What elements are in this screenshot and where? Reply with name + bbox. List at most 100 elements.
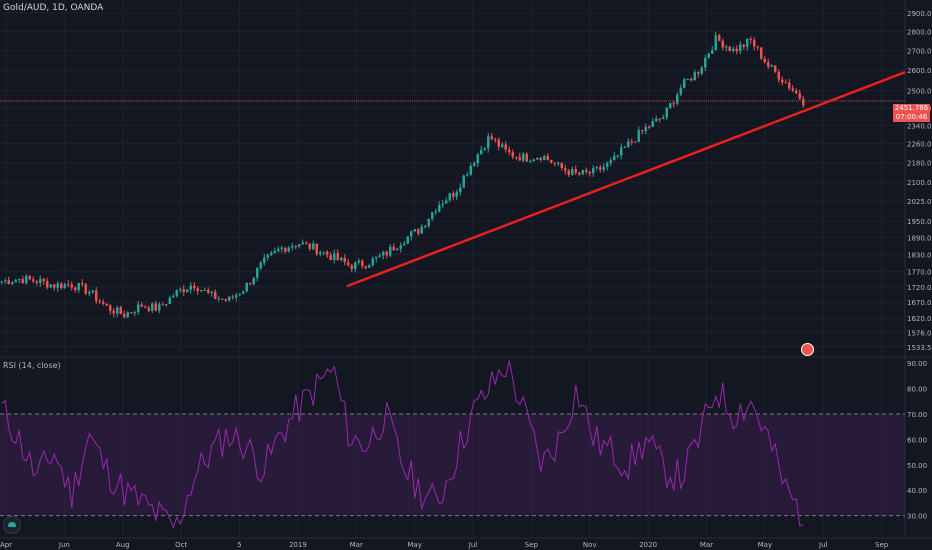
- candle-body: [441, 203, 444, 206]
- candle-body: [214, 291, 217, 299]
- candle-body: [571, 169, 574, 175]
- candle-body: [420, 226, 423, 234]
- candle-body: [546, 156, 549, 160]
- candle-body: [767, 62, 770, 67]
- candle-body: [235, 294, 238, 298]
- candle-body: [707, 53, 710, 58]
- candle-body: [550, 159, 553, 163]
- candle-body: [123, 314, 126, 318]
- candle-body: [263, 257, 266, 263]
- candle-body: [238, 293, 241, 295]
- candle-body: [613, 155, 616, 161]
- candle-body: [406, 236, 409, 244]
- candle-body: [574, 169, 577, 173]
- candle-body: [763, 58, 766, 63]
- price-tick-label: 1670.000: [907, 299, 932, 307]
- candle-body: [4, 280, 7, 282]
- candle-body: [795, 90, 798, 94]
- time-tick-label: Oct: [175, 541, 187, 549]
- candle-body: [403, 243, 406, 246]
- candle-body: [448, 193, 451, 201]
- candle-body: [476, 154, 479, 164]
- candle-body: [466, 174, 469, 176]
- candle-body: [756, 46, 759, 48]
- candle-body: [67, 284, 70, 286]
- earnings-flag-icon[interactable]: [801, 343, 814, 356]
- candle-body: [634, 141, 637, 143]
- rsi-tick-label: 90.00: [907, 360, 927, 368]
- time-tick-label: Jul: [468, 541, 478, 549]
- candle-body: [623, 146, 626, 148]
- candle-body: [504, 144, 507, 150]
- candle-body: [525, 153, 528, 162]
- candle-body: [291, 246, 294, 248]
- candle-body: [0, 281, 3, 283]
- candle-body: [445, 200, 448, 204]
- candle-body: [168, 297, 171, 305]
- candle-body: [585, 170, 588, 172]
- candle-body: [536, 157, 539, 160]
- candle-body: [417, 229, 420, 234]
- price-tick-label: 2100.000: [907, 179, 932, 187]
- candle-body: [294, 246, 297, 248]
- candle-body: [704, 57, 707, 68]
- candle-body: [49, 284, 52, 288]
- candle-body: [655, 118, 658, 122]
- time-tick-label: Apr: [0, 541, 12, 549]
- candle-body: [399, 245, 402, 249]
- candle-body: [249, 282, 252, 284]
- candle-body: [301, 242, 304, 245]
- time-tick-label: 2019: [289, 541, 307, 549]
- candle-body: [126, 312, 129, 318]
- candle-body: [665, 107, 668, 118]
- candle-body: [326, 251, 329, 255]
- candle-body: [630, 141, 633, 143]
- candle-body: [595, 167, 598, 169]
- candle-body: [35, 281, 38, 283]
- candle-body: [735, 48, 738, 52]
- candle-body: [333, 253, 336, 261]
- candle-body: [371, 258, 374, 266]
- candle-body: [732, 48, 735, 51]
- candle-body: [462, 175, 465, 188]
- candle-body: [133, 312, 136, 314]
- candle-body: [532, 159, 535, 162]
- candle-body: [88, 292, 91, 294]
- candle-body: [606, 163, 609, 167]
- candle-body: [725, 46, 728, 48]
- support-trendline: [346, 71, 906, 288]
- candle-body: [95, 290, 98, 301]
- candle-body: [21, 279, 24, 284]
- candle-body: [18, 279, 21, 281]
- candle-body: [46, 281, 49, 288]
- candle-body: [63, 284, 66, 289]
- candle-body: [798, 93, 801, 99]
- candle-body: [256, 268, 259, 278]
- candle-body: [627, 141, 630, 147]
- candle-body: [91, 290, 94, 293]
- candle-body: [182, 289, 185, 293]
- candle-body: [361, 260, 364, 267]
- time-tick-label: Aug: [116, 541, 130, 549]
- rsi-band: [0, 413, 905, 516]
- candle-body: [511, 152, 514, 157]
- candle-body: [343, 257, 346, 263]
- candle-body: [683, 79, 686, 88]
- candle-body: [410, 231, 413, 237]
- price-tick-label: 1890.000: [907, 234, 932, 242]
- candle-body: [760, 47, 763, 59]
- candle-body: [746, 39, 749, 47]
- candle-body: [487, 136, 490, 149]
- candle-body: [242, 291, 245, 294]
- price-tick-label: 2180.000: [907, 160, 932, 168]
- tradingview-logo-icon[interactable]: [3, 516, 21, 534]
- price-tick-label: 1576.000: [907, 330, 932, 338]
- rsi-tick-label: 30.00: [907, 513, 927, 521]
- candle-body: [329, 254, 332, 261]
- candle-body: [434, 211, 437, 213]
- candle-body: [56, 283, 59, 288]
- candle-body: [231, 296, 234, 298]
- candle-body: [438, 205, 441, 212]
- candle-body: [711, 50, 714, 54]
